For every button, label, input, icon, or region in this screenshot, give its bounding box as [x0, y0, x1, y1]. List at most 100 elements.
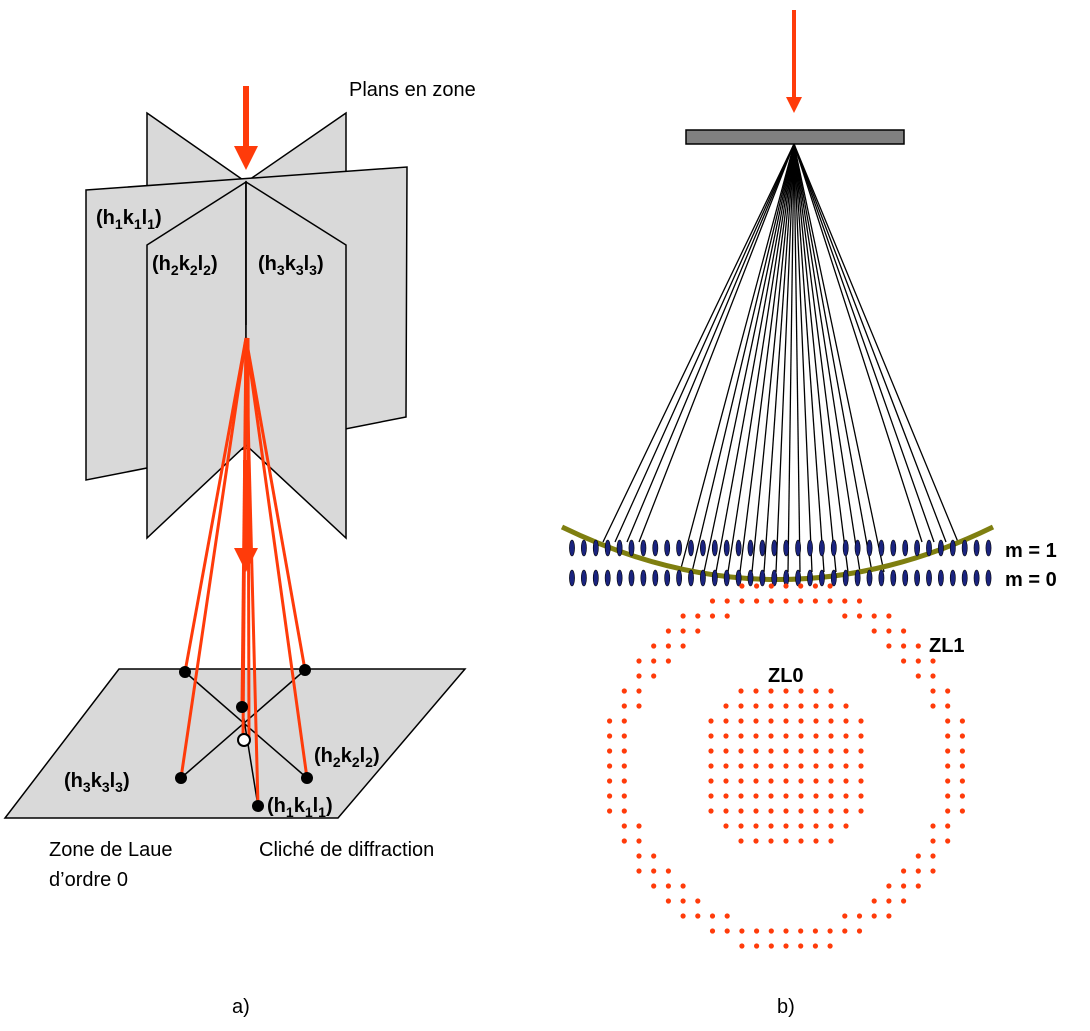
lattice-node-m0 — [902, 569, 909, 587]
zl1-spot — [651, 658, 657, 664]
zl1-spot — [959, 748, 966, 754]
zl0-spot — [738, 733, 744, 739]
zl1-spot — [709, 928, 716, 934]
zl1-spot — [915, 853, 921, 859]
zl1-spot — [621, 733, 627, 739]
diffracted-ray — [775, 143, 795, 573]
lattice-node-m0 — [747, 569, 754, 587]
diffracted-ray — [679, 143, 795, 573]
zl1-spot — [607, 763, 613, 769]
lattice-node-m1 — [604, 539, 611, 557]
zl0-spot — [813, 778, 819, 784]
zl1-spot — [812, 583, 819, 589]
zl1-spot — [709, 598, 716, 604]
zl1-spot — [798, 583, 804, 589]
lattice-node-m0 — [961, 569, 968, 587]
lattice-node-m1 — [664, 539, 671, 557]
zl0-spot — [858, 733, 864, 739]
zl0-spot — [813, 703, 819, 709]
zl1-spot — [621, 763, 627, 769]
zl0-spot — [813, 838, 819, 844]
diffracted-ray — [793, 143, 885, 573]
specimen-b — [685, 129, 905, 145]
zl0-spot — [723, 793, 729, 799]
zl1-spot — [945, 688, 951, 694]
zl1-spot — [915, 883, 921, 889]
zl1-spot — [651, 673, 657, 679]
lattice-node-m1 — [878, 539, 885, 557]
zl1-spot — [680, 643, 686, 649]
zl0-spot — [858, 763, 864, 769]
lattice-node-m0 — [973, 569, 980, 587]
lattice-node-m0 — [640, 569, 647, 587]
lattice-node-m0 — [771, 569, 778, 587]
zl1-spot — [621, 838, 627, 844]
zl0-spot — [723, 823, 729, 829]
zl1-spot — [680, 628, 686, 634]
zl0-spot — [753, 838, 759, 844]
zl1-spot — [754, 583, 760, 589]
zl0-spot — [798, 823, 804, 829]
zl0-spot — [753, 748, 759, 754]
zl1-spot — [886, 643, 892, 649]
zl0-spot — [858, 778, 864, 784]
diffraction-spots-b — [607, 583, 966, 949]
zl0-spot — [723, 808, 729, 814]
diffracted-ray — [638, 143, 795, 543]
lattice-node-m1 — [854, 539, 861, 557]
zl1-spot — [945, 823, 951, 829]
zone-plane-h3k3l3 — [245, 180, 347, 540]
zl0-spot — [798, 703, 804, 709]
zl1-spot — [856, 598, 863, 604]
zone-label-line2: d’ordre 0 — [49, 869, 128, 891]
zl0-spot — [828, 748, 834, 754]
zl0-spot — [768, 763, 774, 769]
zl0-spot — [843, 703, 849, 709]
zl1-spot — [724, 598, 730, 604]
lattice-node-m0 — [819, 569, 825, 587]
diffracted-ray — [793, 143, 837, 573]
zl1-spot — [636, 838, 642, 844]
zl0-spot — [753, 703, 759, 709]
zl1-spot — [651, 883, 657, 889]
pattern-line-1 — [184, 671, 308, 779]
zl0-spot — [813, 763, 819, 769]
zl1-spot — [856, 928, 863, 934]
zl0-spot — [753, 808, 759, 814]
zl0-spot — [738, 778, 744, 784]
zl0-spot — [828, 808, 834, 814]
zl0-spot — [738, 718, 744, 724]
zl1-spot — [856, 613, 863, 619]
lattice-node-m0 — [652, 569, 659, 587]
zl0-spot — [843, 748, 849, 754]
zl1-spot — [930, 823, 936, 829]
lattice-node-m1 — [949, 539, 956, 557]
zl0-spot — [798, 808, 804, 814]
zl1-spot — [930, 868, 936, 874]
zl1-spot — [739, 943, 745, 949]
zl1-spot — [754, 943, 760, 949]
spot-top-right — [299, 664, 311, 676]
zl1-spot — [945, 733, 951, 739]
lattice-node-m0 — [914, 569, 920, 587]
zl1-spot — [709, 613, 716, 619]
zl1-spot — [812, 598, 819, 604]
lattice-node-m1 — [747, 539, 754, 557]
zl1-spot — [930, 703, 936, 709]
spot-h3k3l3 — [175, 772, 187, 784]
zl1-spot — [651, 868, 657, 874]
lattice-node-m1 — [700, 539, 706, 557]
layer-label-m0: m = 0 — [1005, 569, 1057, 591]
zl1-spot — [842, 913, 848, 919]
lattice-node-m1 — [735, 539, 742, 557]
zl1-spot — [901, 868, 907, 874]
zl1-spot — [930, 658, 936, 664]
zl1-spot — [739, 583, 745, 589]
zl1-spot — [959, 793, 966, 799]
zl1-spot — [798, 943, 804, 949]
zone-plane-h2k2l2 — [146, 180, 247, 540]
zl1-spot — [621, 823, 627, 829]
lattice-node-m0 — [581, 569, 587, 587]
zl0-spot — [783, 703, 789, 709]
zl0-spot — [768, 823, 774, 829]
